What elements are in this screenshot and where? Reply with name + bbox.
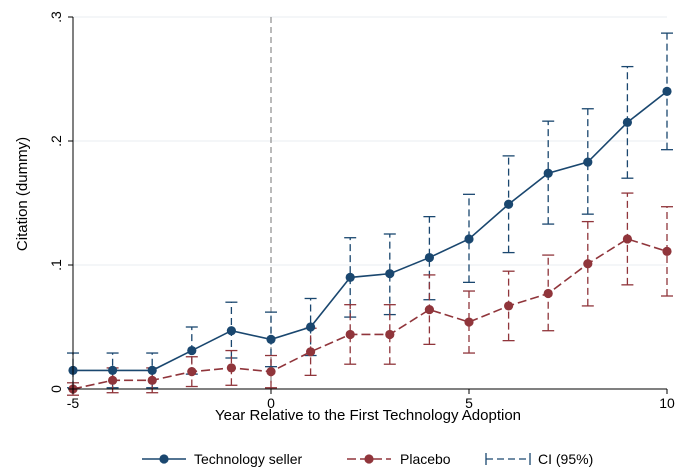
data-point bbox=[266, 367, 276, 377]
legend: Technology seller Placebo CI (95%) bbox=[142, 451, 593, 467]
data-point bbox=[266, 334, 276, 344]
grid-lines bbox=[73, 16, 667, 266]
legend-label: Placebo bbox=[400, 451, 451, 467]
data-point bbox=[504, 199, 514, 209]
data-point bbox=[306, 322, 316, 332]
data-point bbox=[622, 234, 633, 244]
x-tick-label: 10 bbox=[659, 395, 675, 411]
data-point bbox=[385, 329, 395, 340]
data-point bbox=[147, 365, 157, 375]
y-tick-label: .2 bbox=[48, 135, 64, 147]
data-point bbox=[345, 329, 355, 340]
data-point bbox=[662, 246, 672, 256]
data-point bbox=[662, 86, 672, 96]
y-axis-label: Citation (dummy) bbox=[14, 137, 31, 251]
data-point bbox=[187, 345, 197, 356]
y-tick-label: 0 bbox=[48, 385, 64, 393]
data-point bbox=[622, 117, 633, 127]
legend-label: Technology seller bbox=[194, 451, 303, 467]
series-markers bbox=[68, 86, 672, 394]
ci-bars bbox=[67, 32, 673, 396]
data-point bbox=[187, 367, 197, 377]
legend-swatch-marker bbox=[159, 454, 169, 464]
series-line-0 bbox=[73, 90, 668, 372]
data-point bbox=[583, 157, 593, 167]
data-point bbox=[464, 317, 474, 327]
data-point bbox=[108, 375, 118, 385]
data-point bbox=[424, 252, 434, 263]
data-point bbox=[464, 234, 474, 244]
data-point bbox=[306, 347, 316, 357]
data-point bbox=[543, 288, 553, 299]
data-point bbox=[108, 365, 118, 375]
data-point bbox=[345, 272, 355, 282]
data-point bbox=[504, 301, 514, 311]
series-lines bbox=[72, 90, 668, 390]
y-tick-label: .1 bbox=[48, 259, 64, 271]
series-line-1 bbox=[72, 238, 668, 390]
data-point bbox=[147, 375, 157, 385]
data-point bbox=[226, 326, 236, 336]
data-point bbox=[424, 305, 434, 315]
legend-swatch-marker bbox=[364, 454, 374, 464]
data-point bbox=[543, 168, 553, 178]
y-tick-label: .3 bbox=[48, 11, 64, 23]
data-point bbox=[583, 259, 593, 269]
x-tick-label: -5 bbox=[67, 395, 80, 411]
x-axis-label: Year Relative to the First Technology Ad… bbox=[215, 407, 521, 424]
x-tick-label: 5 bbox=[465, 395, 473, 411]
x-tick-label: 0 bbox=[267, 395, 275, 411]
axes bbox=[68, 16, 668, 394]
legend-label: CI (95%) bbox=[538, 451, 593, 467]
tick-labels: 0.1.2.3-5 0 5 10 bbox=[48, 11, 675, 411]
data-point bbox=[226, 363, 236, 373]
data-point bbox=[385, 269, 395, 279]
